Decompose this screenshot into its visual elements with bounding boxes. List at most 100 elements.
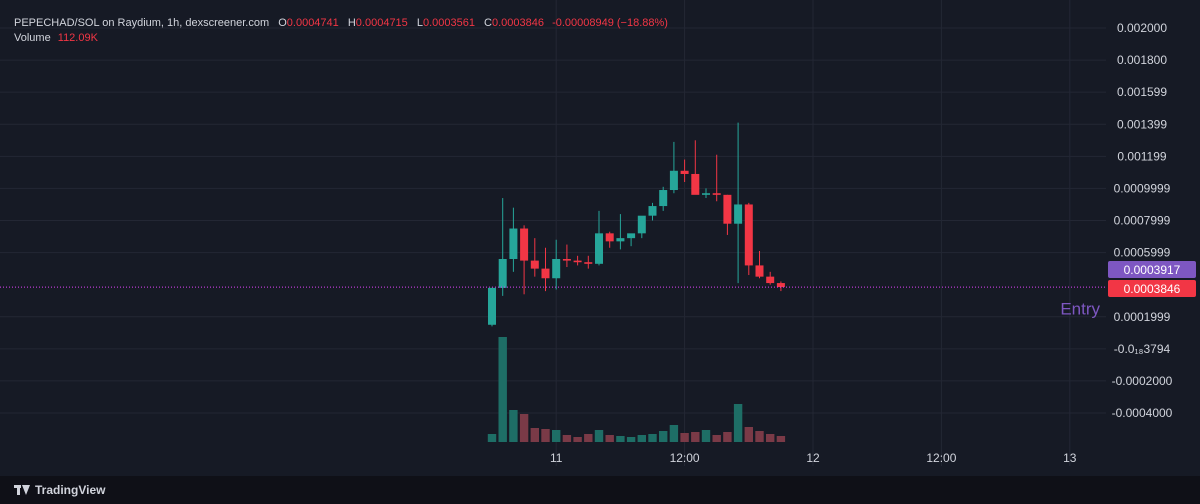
volume-bar [487,434,497,442]
candle [541,247,550,292]
volume-bar [755,431,764,442]
volume-bar [605,435,614,442]
y-tick-label: 0.0001999 [1114,310,1171,324]
volume-bar [626,437,636,442]
volume-bar [744,427,753,442]
candle [702,188,710,199]
candle [530,238,539,277]
volume-bar [616,436,625,442]
y-tick-label: -0.0002000 [1112,374,1173,388]
candle-body [627,233,636,239]
y-tick-label: 0.001800 [1117,53,1167,67]
candle [552,239,561,290]
candle-body [616,238,625,242]
y-tick-label: 0.001599 [1117,85,1167,99]
candle-body [562,259,571,261]
volume-bars [487,337,786,442]
candle-body [541,268,550,279]
candle [680,159,689,182]
candle [659,186,668,211]
candle [648,202,657,221]
volume-bar [723,432,732,442]
candle [637,215,646,239]
price-label-bg [1108,280,1196,297]
high-value: 0.0004715 [355,17,408,29]
close-key: C [484,17,492,29]
volume-bar [733,404,743,442]
candle [595,210,603,266]
volume-bar [648,434,657,442]
y-tick-label: 0.001199 [1117,149,1166,163]
candle [584,255,593,269]
x-tick-label: 13 [1063,451,1077,465]
price-label-text: 0.0003917 [1124,263,1181,277]
volume-bar [776,436,786,442]
y-axis[interactable]: 0.002000 0.001800 0.001599 0.001399 0.001199… [1108,21,1196,420]
x-axis[interactable]: 11 12:00 12 12:00 13 [550,451,1077,465]
grid-lines [0,0,1106,466]
y-tick-label: 0.001399 [1117,117,1167,131]
volume-bar [530,428,539,442]
x-tick-label: 12:00 [670,451,700,465]
price-line-layer: Entry [0,286,1106,319]
candle [520,225,529,295]
candle [562,244,571,268]
y-tick-label: 0.0005999 [1114,246,1171,260]
candle-body [498,259,507,288]
y-tick-label: -0.0₁₈3794 [1114,342,1171,356]
y-tick-label: -0.0004000 [1112,406,1173,420]
volume-bar [541,429,550,442]
candle-body [648,206,657,216]
candle [669,141,678,194]
candle [616,214,625,250]
candle [488,287,496,327]
volume-bar [562,435,572,442]
open-value: 0.0004741 [286,17,339,29]
candle [776,281,785,292]
candle [509,207,518,272]
candle-body [488,287,496,325]
tradingview-brand[interactable]: TradingView [14,483,105,497]
low-value: 0.0003561 [422,17,475,29]
candle [573,255,582,266]
chart-legend: PEPECHAD/SOL on Raydium, 1h, dexscreener… [14,16,668,46]
legend-volume-row: Volume 112.09K [14,31,668,46]
price-label-text: 0.0003846 [1124,282,1181,296]
change-value: -0.00008949 (−18.88%) [552,17,668,29]
candle-body [723,194,732,224]
footer-bar: TradingView [0,476,1200,504]
volume-bar [573,437,582,442]
volume-bar [712,435,721,442]
candle-body [669,170,678,191]
low-key: L [416,17,423,29]
brand-label: TradingView [35,483,106,497]
candle-body [552,259,561,279]
candlesticks [488,122,785,327]
candle-body [530,260,539,269]
tradingview-logo-icon [14,485,30,495]
candle-body [659,190,668,207]
price-label-bg [1108,261,1196,278]
candle [627,233,636,247]
entry-annotation: Entry [1060,300,1100,319]
volume-bar [659,431,668,442]
candle-body [744,204,753,266]
price-label-badge: 0.0003917 [1108,261,1196,278]
candle-body [595,233,603,264]
candle [498,198,507,296]
candle-body [734,204,743,224]
candle-body [712,193,721,195]
legend-ohlc-row: PEPECHAD/SOL on Raydium, 1h, dexscreener… [14,16,668,31]
volume-bar [669,425,679,442]
volume-label[interactable]: Volume [14,32,51,44]
volume-value: 112.09K [57,32,98,44]
candle-body [605,233,614,242]
symbol-title[interactable]: PEPECHAD/SOL on Raydium, 1h, dexscreener… [14,17,270,29]
price-chart[interactable]: Entry 0.0020000.0018000.0015990.0013990.… [0,0,1200,476]
candle [755,250,764,279]
candle [734,122,743,284]
volume-bar [637,435,646,442]
x-tick-label: 12:00 [926,451,956,465]
candle [766,271,775,285]
candle-body [509,228,518,259]
